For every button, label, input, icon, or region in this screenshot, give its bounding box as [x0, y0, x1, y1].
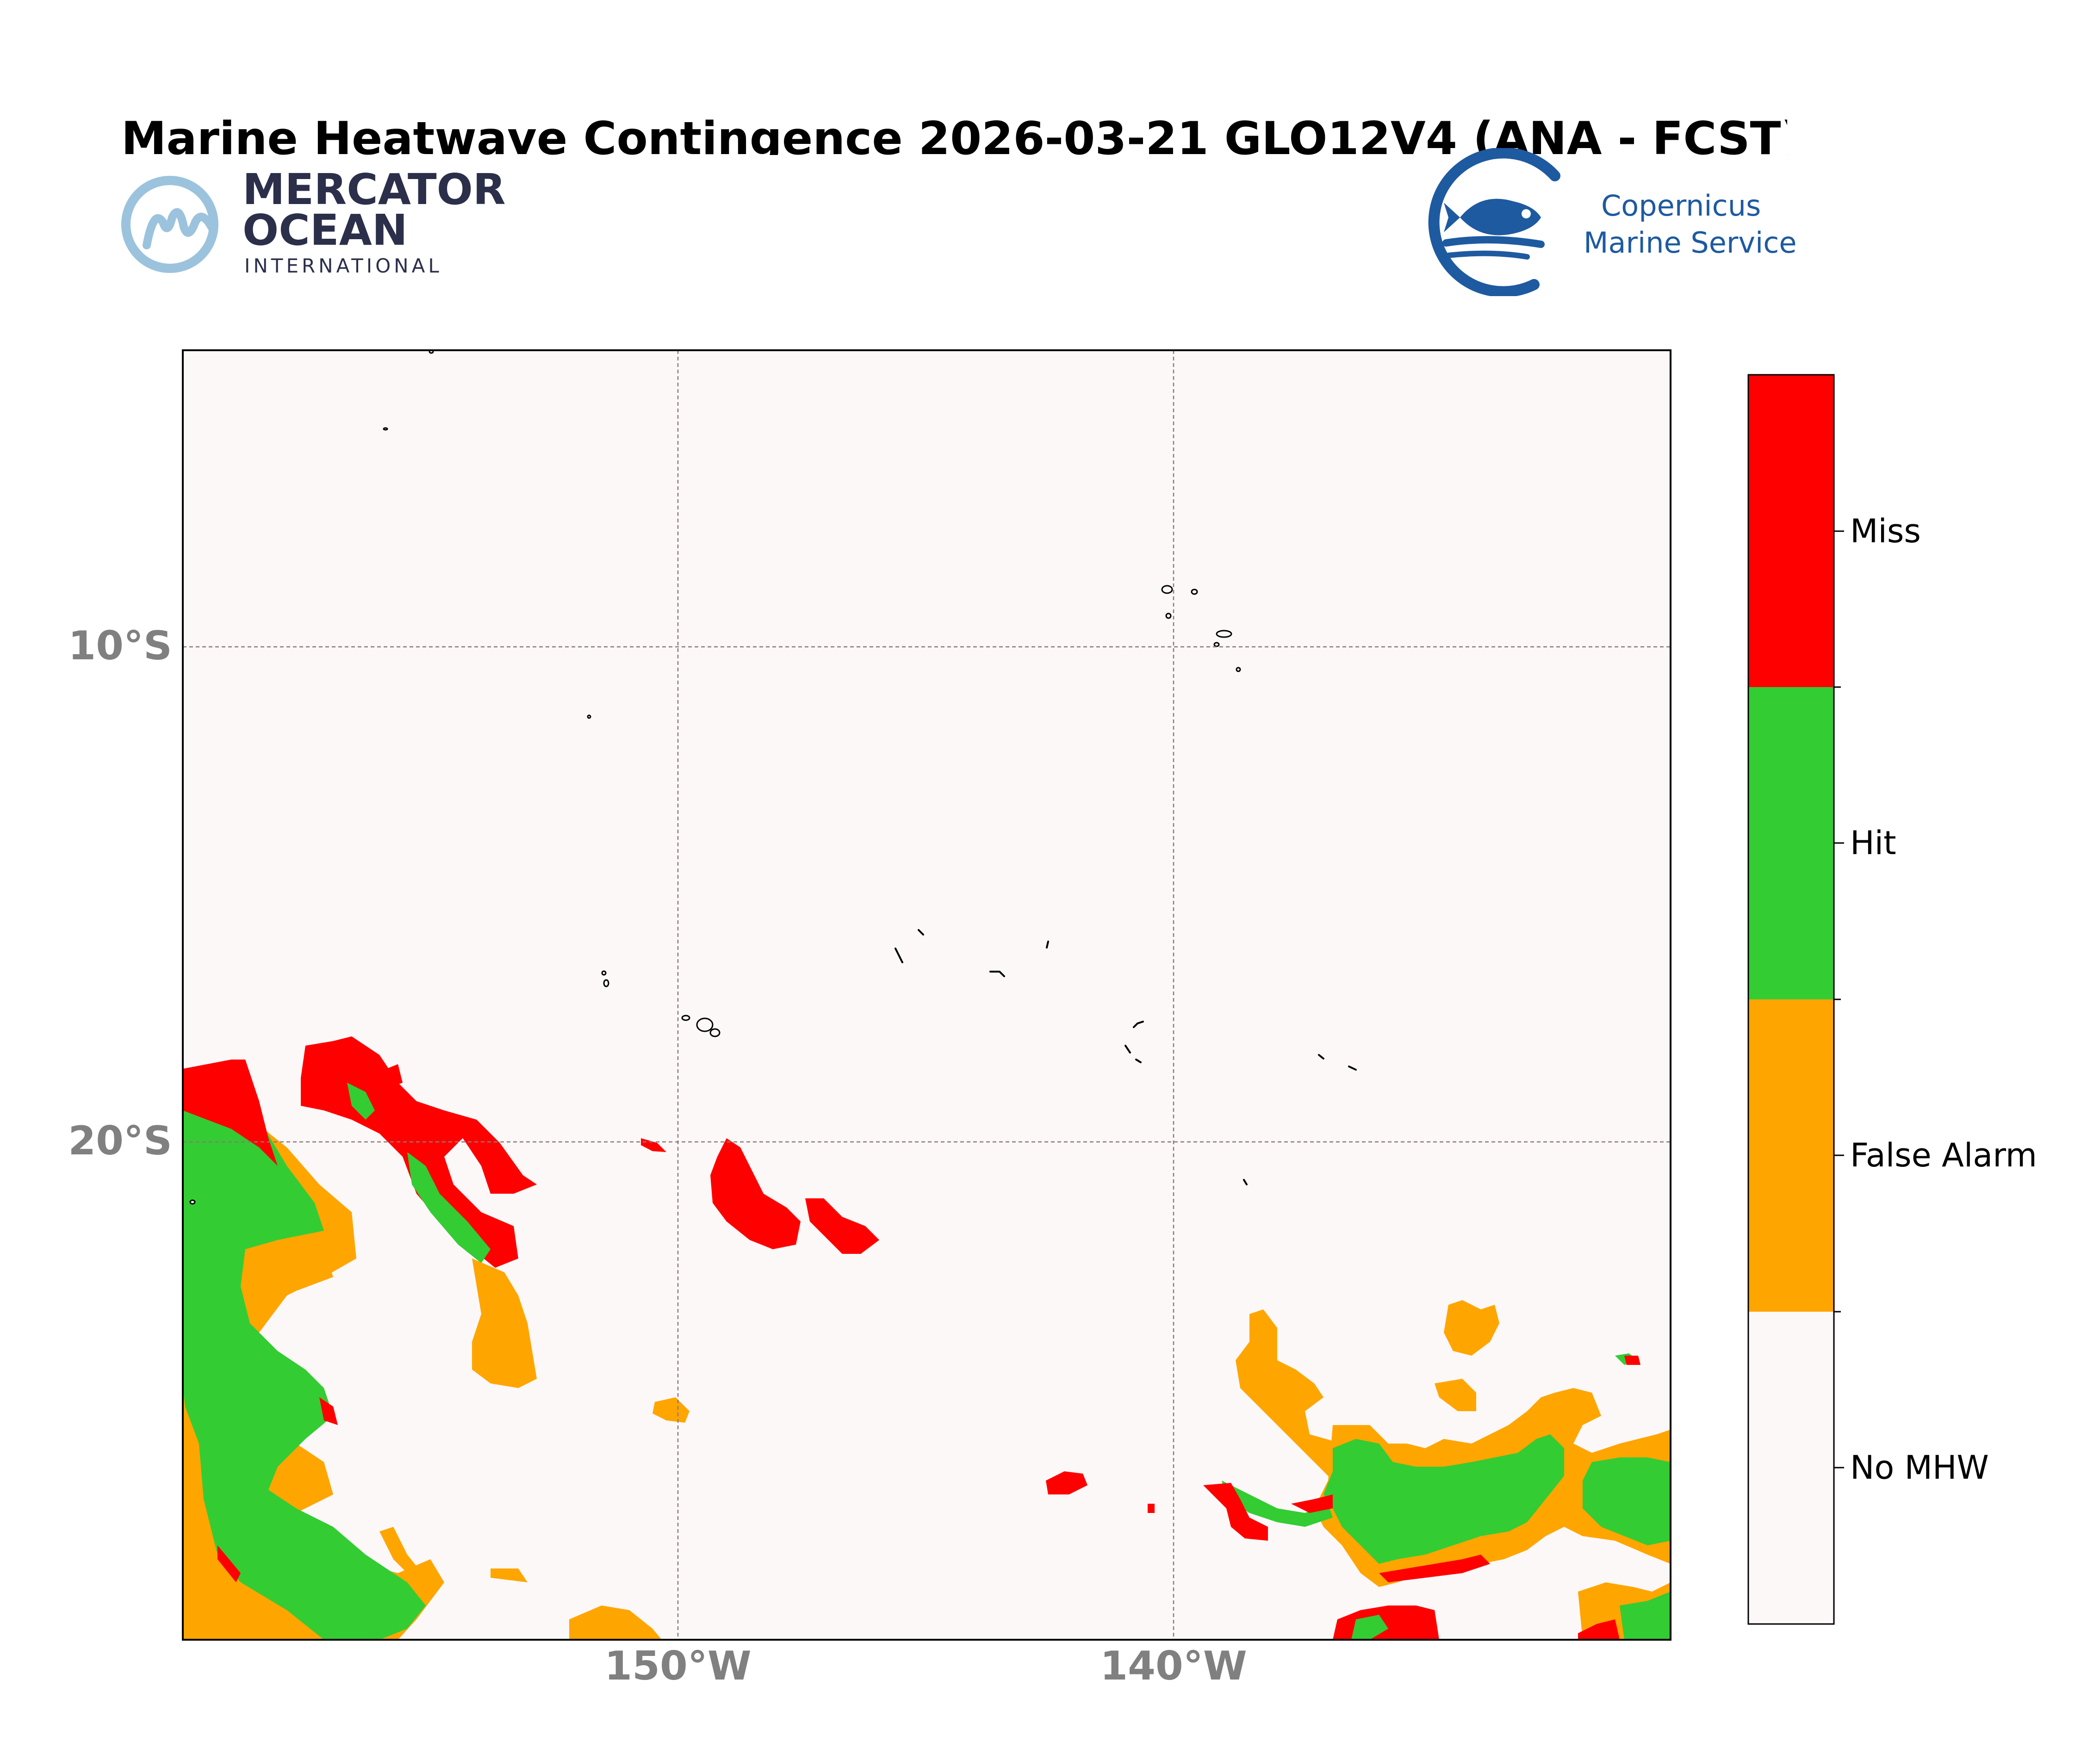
mhw-regions	[183, 350, 1671, 1640]
island-central-1	[587, 714, 591, 719]
hit-region-east	[1323, 1434, 1564, 1564]
miss-blob-small	[386, 1064, 403, 1087]
copernicus-line2: Marine Service	[1584, 226, 1797, 260]
island-marquesas-2	[1191, 589, 1198, 595]
miss-region-central-1	[710, 1138, 801, 1249]
false-alarm-central-west	[472, 1258, 537, 1388]
mercator-line2: OCEAN	[242, 205, 408, 255]
miss-strip-coast	[217, 1545, 241, 1582]
grid-lines	[183, 350, 1671, 1640]
lat-label-20s: 20°S	[68, 1118, 172, 1164]
island-tahiti-2	[709, 1028, 721, 1037]
mercator-line1: MERCATOR	[242, 165, 506, 214]
hit-region-east-2	[1583, 1457, 1671, 1545]
island-marquesas-3	[1165, 613, 1172, 619]
map-frame	[182, 349, 1671, 1641]
copernicus-fish-icon	[1428, 148, 1560, 296]
false-alarm-blob-1	[652, 1397, 690, 1423]
mercator-line3: INTERNATIONAL	[244, 254, 442, 277]
false-alarm-blob-east-1	[1444, 1300, 1499, 1356]
false-alarm-blob-3	[569, 1605, 662, 1640]
island-marquesas-6	[1236, 667, 1241, 672]
miss-region-central-2	[805, 1198, 879, 1254]
miss-blob-south-1	[1046, 1471, 1087, 1494]
hit-region-west	[183, 1106, 426, 1640]
miss-region-east-2	[1291, 1494, 1333, 1513]
lon-label-150w: 150°W	[604, 1643, 751, 1689]
miss-strip-coast-2	[319, 1397, 338, 1425]
map-ocean-background	[183, 350, 1671, 1640]
island-marquesas-5	[1213, 642, 1220, 647]
island-west	[189, 1199, 196, 1205]
copernicus-line1: Copernicus	[1601, 189, 1761, 223]
hit-region-east-3	[1620, 1592, 1671, 1640]
lon-label-140w: 140°W	[1100, 1643, 1247, 1689]
hit-patch-east-4	[1351, 1615, 1388, 1640]
island-north-2	[383, 427, 388, 431]
miss-blob-south-2	[1148, 1504, 1155, 1513]
miss-blob-east-6	[1624, 1356, 1640, 1365]
miss-blob-central-3	[641, 1138, 666, 1152]
false-alarm-blob-2	[491, 1568, 528, 1582]
miss-region-east-5	[1578, 1619, 1620, 1640]
island-moorea	[681, 1015, 690, 1021]
lat-label-10s: 10°S	[68, 623, 172, 669]
islands	[189, 350, 1241, 1205]
copernicus-marine-logo: Copernicus Marine Service	[1416, 148, 1797, 296]
mercator-ocean-logo: MERCATOR OCEAN INTERNATIONAL	[121, 167, 506, 287]
hit-strip-east-west	[1222, 1481, 1333, 1527]
false-alarm-blob-east-2	[1435, 1379, 1476, 1411]
miss-region-east-3	[1379, 1555, 1490, 1582]
hit-strip-northwest-2	[407, 1152, 491, 1263]
island-marquesas-1	[1161, 585, 1173, 594]
miss-region-east-1	[1203, 1483, 1268, 1541]
island-marquesas-4	[1216, 630, 1232, 638]
hit-strip-northwest	[347, 1083, 375, 1120]
island-tahiti	[696, 1017, 714, 1032]
atolls	[895, 929, 1357, 1185]
false-alarm-blob-4	[379, 1527, 426, 1582]
mercator-swirl-icon	[121, 176, 218, 273]
island-society-1	[601, 970, 607, 976]
false-alarm-inner-west	[241, 1231, 333, 1291]
island-society-2	[603, 979, 609, 987]
miss-strip-west	[183, 1060, 278, 1166]
